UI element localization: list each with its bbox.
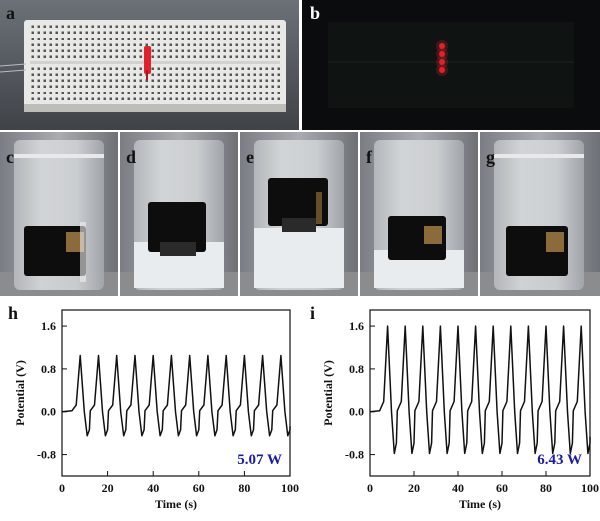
x-tick-label: 20	[408, 481, 420, 495]
x-tick-label: 60	[193, 481, 205, 495]
panel-label-d: d	[126, 147, 137, 167]
power-annotation: 5.07 W	[237, 452, 282, 468]
chart-panel-h: h 0 20 40 60 80 100 -0.8 0.0 0.8 1.6 Time (s) Poten…	[0, 300, 300, 516]
y-axis-label: Potential (V)	[321, 360, 335, 426]
x-tick-label: 100	[281, 481, 299, 495]
y-tick-label: 0.0	[349, 405, 364, 419]
x-tick-label: 40	[452, 481, 464, 495]
potential-chart-i: 0 20 40 60 80 100 -0.8 0.0 0.8 1.6 Time (s) Potenti…	[321, 309, 599, 511]
y-tick-label: 0.8	[349, 362, 364, 376]
y-tick-label: -0.8	[37, 448, 56, 462]
vial-e	[240, 132, 358, 296]
x-tick-label: 20	[102, 481, 114, 495]
panel-label-e: e	[246, 147, 254, 167]
y-axis-label: Potential (V)	[13, 360, 27, 426]
potential-series-line	[61, 354, 291, 437]
vial-f	[360, 132, 478, 296]
vial-photos	[0, 132, 600, 296]
x-axis-label: Time (s)	[459, 497, 501, 511]
vial-d	[120, 132, 238, 296]
vial-row: c d e f g	[0, 132, 600, 296]
plot-frame	[369, 309, 591, 477]
power-annotation: 6.43 W	[537, 452, 582, 468]
x-tick-label: 60	[496, 481, 508, 495]
x-axis-label: Time (s)	[155, 497, 197, 511]
potential-series-line	[369, 325, 591, 455]
vial-c	[0, 132, 118, 296]
y-tick-label: 0.0	[41, 405, 56, 419]
breadboard-photo	[0, 0, 299, 130]
vial-g	[480, 132, 600, 296]
x-tick-label: 40	[147, 481, 159, 495]
panel-label-i: i	[310, 303, 316, 323]
glowing-leds	[436, 40, 448, 76]
y-tick-label: 1.6	[349, 319, 364, 333]
photo-panel-b: b	[302, 0, 600, 130]
x-tick-label: 0	[367, 481, 373, 495]
x-tick-label: 80	[238, 481, 250, 495]
y-tick-label: 0.8	[41, 362, 56, 376]
panel-label-a: a	[6, 3, 15, 23]
y-tick-label: -0.8	[345, 448, 364, 462]
led-strip	[144, 46, 151, 74]
dark-breadboard-photo	[302, 0, 600, 130]
panel-label-f: f	[366, 147, 372, 167]
x-tick-label: 80	[540, 481, 552, 495]
x-tick-label: 0	[59, 481, 65, 495]
photo-panel-a: a	[0, 0, 299, 130]
x-tick-label: 100	[581, 481, 599, 495]
panel-label-g: g	[486, 147, 495, 167]
panel-label-b: b	[310, 3, 321, 23]
chart-panel-i: i 0 20 40 60 80 100 -0.8 0.0 0.8 1.6 Time (s) Poten…	[300, 300, 600, 516]
panel-label-h: h	[8, 303, 19, 323]
y-tick-label: 1.6	[41, 319, 56, 333]
plot-frame	[61, 309, 291, 477]
potential-chart-h: 0 20 40 60 80 100 -0.8 0.0 0.8 1.6 Time (s) Potenti…	[13, 309, 299, 511]
panel-label-c: c	[6, 147, 14, 167]
